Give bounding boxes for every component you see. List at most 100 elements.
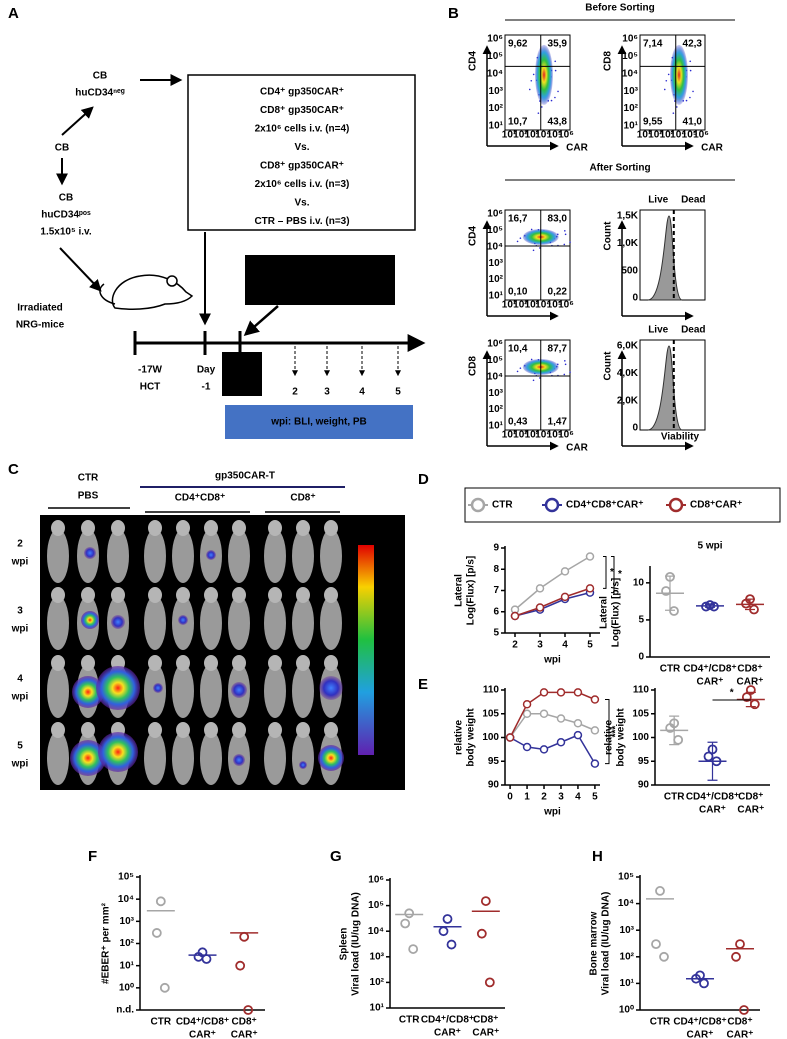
mouse-head <box>296 520 310 536</box>
flow-dot <box>563 373 566 376</box>
x-tick-label: CAR⁺ <box>699 805 726 816</box>
mice-label: NRG-mice <box>16 320 65 331</box>
data-point <box>159 982 170 993</box>
mouse-body <box>47 731 69 785</box>
legend-label: CD4⁺CD8⁺CAR⁺ <box>566 500 644 511</box>
mouse-head <box>268 722 282 738</box>
flow-dot <box>554 96 556 99</box>
axis-label: CAR <box>701 143 723 154</box>
x-tick-label: CD4⁺/CD8⁺ <box>686 792 739 803</box>
panel-letter: B <box>448 5 459 22</box>
axis-tick-label: 10⁴ <box>487 68 503 79</box>
mouse-body <box>292 664 314 718</box>
x-tick-label: CD4⁺/CD8⁺ <box>683 664 736 675</box>
mouse-head <box>296 655 310 671</box>
mice-label: Irradiated <box>17 303 63 314</box>
quadrant-value: 0,10 <box>508 287 528 298</box>
mouse-head <box>324 587 338 603</box>
mouse-head <box>81 587 95 603</box>
bli-signal <box>84 547 96 559</box>
y-axis-label: Lateral <box>454 574 465 607</box>
axis-tick-label: 10⁵ <box>547 130 563 141</box>
data-point <box>522 709 532 718</box>
colorbar-label: 10⁷ <box>378 663 393 674</box>
flow-dot <box>689 69 692 72</box>
y-axis-label: Log(Flux) [p/s] <box>466 556 477 625</box>
mouse-head <box>148 655 162 671</box>
mouse-head <box>51 587 65 603</box>
readout-label: wpi: BLI, weight, PB <box>270 417 367 428</box>
data-point <box>535 603 545 612</box>
mouse-head <box>232 655 246 671</box>
significance-bracket <box>603 556 607 589</box>
readout-box <box>225 405 413 439</box>
axis-tick-label: 10⁵ <box>547 300 563 311</box>
quadrant-value: 10,7 <box>508 117 528 128</box>
mouse-body <box>292 731 314 785</box>
mouse-tail <box>99 283 116 305</box>
y-tick-label: 10¹ <box>370 1003 385 1014</box>
mouse-head <box>51 655 65 671</box>
x-axis-label: wpi <box>543 655 561 666</box>
legend-label: CTR <box>492 500 513 511</box>
data-point <box>669 606 679 616</box>
data-point <box>673 734 684 745</box>
axis-tick-label: 10⁴ <box>487 371 503 382</box>
timeline-label: Day <box>197 365 216 376</box>
y-tick-label: 100 <box>482 732 499 743</box>
flow-dot <box>676 106 678 108</box>
data-point <box>735 939 745 950</box>
axis-tick-label: 10² <box>624 103 639 114</box>
axis-tick-label: 0 <box>632 423 638 434</box>
axis-tick-label: 10⁵ <box>487 225 503 236</box>
y-tick-label: 105 <box>482 708 499 719</box>
axis-tick-label: 10³ <box>624 86 639 97</box>
axis-tick-label: 10³ <box>660 130 675 141</box>
mouse-head <box>232 722 246 738</box>
x-tick-label: CD8⁺ <box>473 1015 498 1026</box>
group-line: 2x10⁶ cells i.v. (n=4) <box>255 124 350 135</box>
flow-dot <box>569 241 571 243</box>
flow-dot <box>519 237 522 239</box>
data-point <box>404 908 415 919</box>
axis-tick-label: 0 <box>632 293 638 304</box>
timeline-label: -17W <box>138 365 162 376</box>
x-tick-label: CAR⁺ <box>231 1030 258 1039</box>
axis-tick-label: 10⁶ <box>558 300 574 311</box>
axis-tick-label: 1,0K <box>617 238 639 249</box>
group-line: CTR – PBS i.v. (n=3) <box>254 216 349 227</box>
flow-dot <box>564 363 567 366</box>
colorbar-label: 10¹⁰ <box>378 548 396 559</box>
significance: * <box>610 567 614 578</box>
mouse-head <box>324 655 338 671</box>
flow-dot <box>532 73 535 76</box>
quadrant-value: 9,62 <box>508 39 528 50</box>
group-header: CD8⁺ <box>290 493 315 504</box>
data-point <box>522 700 532 709</box>
data-point <box>400 918 411 929</box>
legend-box <box>464 487 781 523</box>
flow-dot <box>554 69 557 72</box>
hist-peak <box>647 345 683 431</box>
axis-label: CD4 <box>468 226 479 246</box>
quadrant-value: 87,7 <box>548 344 568 355</box>
x-tick-label: 0 <box>507 792 513 803</box>
flow-dot <box>557 90 559 93</box>
week-label: 3 <box>324 387 330 398</box>
mouse-head <box>204 587 218 603</box>
timeline-label: -1 <box>202 382 211 393</box>
data-point <box>239 931 250 942</box>
series-line <box>509 734 596 765</box>
mouse-body <box>292 596 314 650</box>
colorbar-unit: p/s <box>361 526 376 537</box>
y-tick-label: 10⁰ <box>119 982 134 993</box>
flow-dot <box>528 88 531 91</box>
mouse-body <box>228 596 250 650</box>
flow-dot <box>563 243 566 246</box>
y-tick-label: 105 <box>632 708 649 719</box>
colorbar-label: 10⁹ <box>378 586 394 597</box>
infection-label: 10⁶ GRU i.v. <box>292 285 349 296</box>
data-point <box>442 914 453 924</box>
flow-dot <box>564 360 566 362</box>
mouse-head <box>176 655 190 671</box>
